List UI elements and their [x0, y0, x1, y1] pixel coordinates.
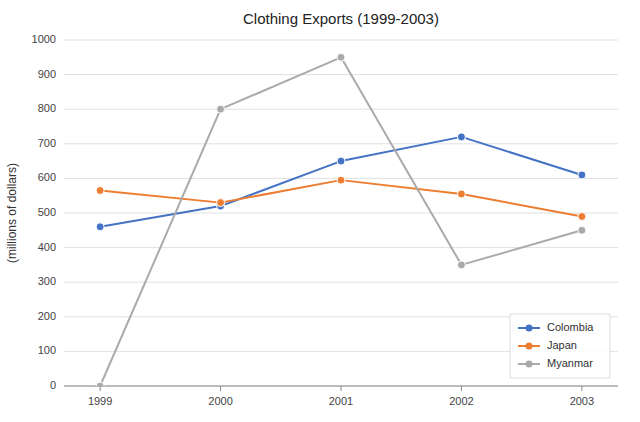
- series-line: [100, 180, 582, 216]
- x-tick-label: 2002: [449, 395, 473, 407]
- x-tick-label: 1999: [88, 395, 112, 407]
- grid-line: [64, 282, 618, 283]
- chart: 0 100 200 300 400 500 600 700 800 900 1000 1999 2000…: [0, 0, 640, 422]
- point: [96, 223, 104, 231]
- legend-marker: [526, 325, 533, 332]
- legend-label: Myanmar: [547, 357, 593, 369]
- point: [96, 187, 104, 195]
- x-tick: [461, 386, 462, 391]
- axes: 0 100 200 300 400 500 600 700 800 900 1000 1999 2000…: [32, 33, 618, 407]
- grid-line: [64, 213, 618, 214]
- y-tick-label: 0: [50, 379, 56, 391]
- y-tick-label: 400: [38, 241, 56, 253]
- point: [337, 157, 345, 165]
- legend-label: Colombia: [547, 321, 594, 333]
- y-tick-label: 300: [38, 275, 56, 287]
- point: [217, 105, 225, 113]
- y-tick-label: 700: [38, 137, 56, 149]
- background: [0, 0, 640, 422]
- grid-line: [64, 247, 618, 248]
- title: Clothing Exports (1999-2003): [243, 10, 439, 27]
- point: [457, 261, 465, 269]
- grid-line: [64, 74, 618, 75]
- legend-box: [510, 314, 610, 378]
- x-tick: [220, 386, 221, 391]
- x-tick: [100, 386, 101, 391]
- y-tick-label: 500: [38, 206, 56, 218]
- grid-line: [64, 109, 618, 110]
- point: [337, 176, 345, 184]
- x-tick: [581, 386, 582, 391]
- x-tick-label: 2003: [570, 395, 594, 407]
- y-tick-label: 100: [38, 344, 56, 356]
- point: [337, 53, 345, 61]
- y-tick-label: 800: [38, 102, 56, 114]
- y-tick-label: 1000: [32, 33, 56, 45]
- point: [457, 133, 465, 141]
- legend-label: Japan: [547, 339, 577, 351]
- point: [96, 382, 104, 386]
- point: [217, 199, 225, 207]
- point: [578, 171, 586, 179]
- legend: Colombia Japan Myanmar: [510, 314, 610, 378]
- y-tick-label: 600: [38, 171, 56, 183]
- grid-line: [64, 40, 618, 41]
- legend-marker: [526, 343, 533, 350]
- point: [578, 226, 586, 234]
- point: [578, 212, 586, 220]
- grid-line: [64, 143, 618, 144]
- x-tick: [341, 386, 342, 391]
- x-tick-label: 2000: [208, 395, 232, 407]
- series-line: [100, 137, 582, 227]
- y-axis-label: (millions of dollars): [5, 163, 19, 263]
- legend-marker: [526, 361, 533, 368]
- y-tick-label: 900: [38, 68, 56, 80]
- point: [457, 190, 465, 198]
- y-tick-label: 200: [38, 310, 56, 322]
- x-tick-label: 2001: [329, 395, 353, 407]
